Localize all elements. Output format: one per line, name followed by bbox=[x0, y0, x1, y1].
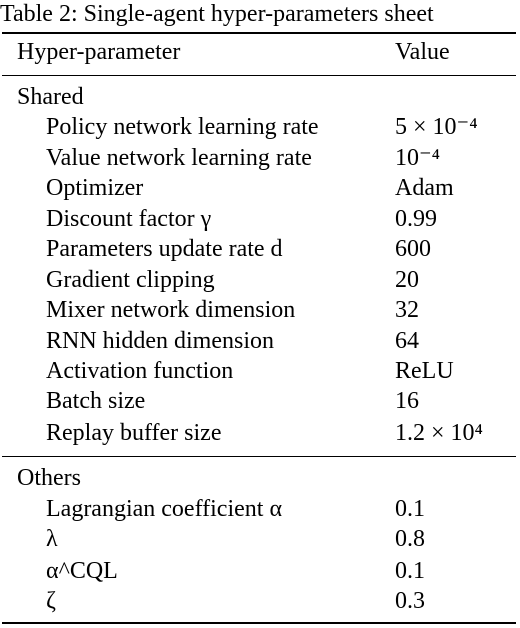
table-row-value: 0.1 bbox=[395, 558, 425, 584]
table-row-label: Lagrangian coefficient α bbox=[46, 496, 283, 522]
table-row-value: 0.99 bbox=[395, 206, 437, 232]
table-row-label: Activation function bbox=[46, 358, 234, 384]
table-row-label: Mixer network dimension bbox=[46, 297, 296, 323]
table-row-value: 1.2 × 10⁴ bbox=[395, 420, 483, 446]
table-row-value: 64 bbox=[395, 328, 419, 354]
section-title-shared: Shared bbox=[17, 84, 84, 110]
table-row-value: 600 bbox=[395, 236, 431, 262]
table-row-value: 10⁻⁴ bbox=[395, 145, 441, 171]
table-row-label: Batch size bbox=[46, 388, 146, 414]
table-row-label: ζ bbox=[46, 588, 56, 614]
section-title-others: Others bbox=[17, 465, 81, 491]
table-row-label: α^CQL bbox=[46, 558, 118, 584]
table-row-value: 5 × 10⁻⁴ bbox=[395, 114, 478, 140]
table-caption: Table 2: Single-agent hyper-parameters s… bbox=[0, 1, 434, 27]
bottom-rule bbox=[2, 622, 516, 624]
table-row-label: Gradient clipping bbox=[46, 267, 215, 293]
table-row-value: Adam bbox=[395, 175, 454, 201]
table-row-label: Parameters update rate d bbox=[46, 236, 283, 262]
header-parameter: Hyper-parameter bbox=[17, 39, 181, 65]
table-row-label: λ bbox=[46, 526, 58, 552]
table-row-label: RNN hidden dimension bbox=[46, 328, 274, 354]
table-row-value: 0.8 bbox=[395, 526, 425, 552]
table-row-value: 0.3 bbox=[395, 588, 425, 614]
section-rule bbox=[2, 456, 516, 457]
table-row-value: 32 bbox=[395, 297, 419, 323]
table-row-value: 20 bbox=[395, 267, 419, 293]
table-row-label: Policy network learning rate bbox=[46, 114, 319, 140]
header-value: Value bbox=[395, 39, 450, 65]
top-rule bbox=[2, 32, 516, 34]
table-row-value: 16 bbox=[395, 388, 419, 414]
table-row-value: ReLU bbox=[395, 358, 454, 384]
table-row-label: Optimizer bbox=[46, 175, 144, 201]
table-row-label: Discount factor γ bbox=[46, 206, 212, 232]
table-row-label: Replay buffer size bbox=[46, 420, 222, 446]
table-row-label: Value network learning rate bbox=[46, 145, 312, 171]
header-rule bbox=[2, 75, 516, 76]
table-row-value: 0.1 bbox=[395, 496, 425, 522]
